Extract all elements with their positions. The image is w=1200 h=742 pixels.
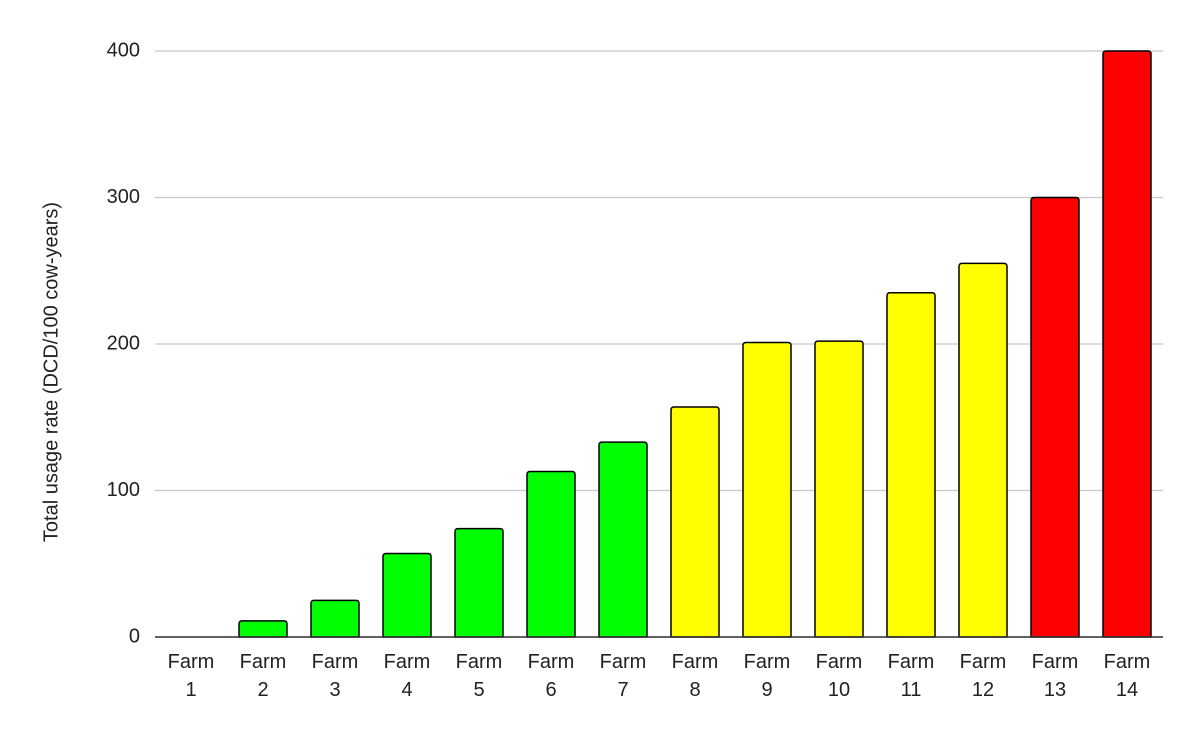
x-tick-label: Farm 10 xyxy=(816,651,863,701)
bar xyxy=(526,470,576,638)
x-tick-label: Farm 12 xyxy=(960,651,1007,701)
x-tick-label: Farm 14 xyxy=(1104,651,1151,701)
bar xyxy=(1102,50,1152,638)
x-tick-label: Farm 11 xyxy=(888,651,935,701)
bar xyxy=(310,599,360,638)
x-tick-label: Farm 4 xyxy=(384,651,431,701)
y-tick-label: 200 xyxy=(107,332,140,354)
x-tick-label: Farm 2 xyxy=(240,651,287,701)
bar xyxy=(1030,196,1080,638)
y-tick-label: 0 xyxy=(129,625,140,647)
bar xyxy=(814,340,864,638)
bar xyxy=(958,262,1008,638)
x-tick-label: Farm 8 xyxy=(672,651,719,701)
y-tick-label: 300 xyxy=(107,186,140,208)
y-axis-label: Total usage rate (DCD/100 cow-years) xyxy=(40,202,62,542)
x-tick-label: Farm 13 xyxy=(1032,651,1079,701)
bar xyxy=(598,441,648,638)
x-tick-label: Farm 3 xyxy=(312,651,359,701)
bar xyxy=(670,406,720,638)
bar xyxy=(454,527,504,638)
y-tick-label: 400 xyxy=(107,39,140,61)
x-tick-label: Farm 6 xyxy=(528,651,575,701)
x-tick-label: Farm 5 xyxy=(456,651,503,701)
x-tick-label: Farm 7 xyxy=(600,651,647,701)
y-tick-label: 100 xyxy=(107,479,140,501)
x-tick-label: Farm 9 xyxy=(744,651,791,701)
x-tick-label: Farm 1 xyxy=(168,651,215,701)
bar xyxy=(238,620,288,638)
bar xyxy=(382,552,432,638)
bar xyxy=(742,341,792,638)
bar xyxy=(886,291,936,638)
